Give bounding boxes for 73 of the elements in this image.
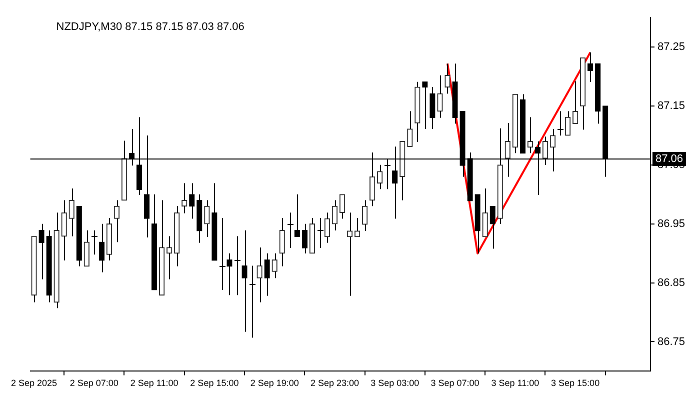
- candlestick: [332, 200, 338, 231]
- x-tick-label: 2 Sep 23:00: [310, 378, 360, 388]
- ref-line-label: 87.06: [655, 153, 684, 166]
- candlestick: [61, 200, 67, 261]
- candlestick: [114, 200, 120, 243]
- candlestick: [76, 206, 82, 267]
- candlestick: [106, 217, 112, 261]
- candlestick: [362, 200, 368, 232]
- candlestick: [474, 194, 480, 254]
- candlestick: [407, 110, 413, 147]
- candlestick: [437, 74, 443, 118]
- candlestick: [98, 223, 105, 273]
- y-tick-label: 87.15: [657, 100, 686, 112]
- y-tick-label: 86.95: [657, 218, 686, 230]
- x-tick-label: 3 Sep 07:00: [430, 378, 480, 388]
- candlestick: [84, 230, 90, 267]
- candlestick: [234, 236, 241, 296]
- candlestick: [482, 188, 488, 238]
- candlestick: [249, 265, 256, 338]
- candlestick: [595, 63, 601, 124]
- candlestick: [512, 94, 518, 154]
- candlestick: [346, 212, 353, 296]
- candlestick: [294, 194, 300, 238]
- x-tick-label: 2 Sep 15:00: [190, 378, 239, 388]
- candlestick: [91, 230, 98, 256]
- y-tick-label: 87.25: [657, 41, 686, 54]
- y-tick-label: 86.85: [657, 276, 686, 289]
- candlestick: [68, 188, 74, 237]
- candlestick: [572, 80, 578, 124]
- candlestick: [182, 182, 188, 214]
- candlestick: [279, 217, 285, 267]
- candlestick: [151, 194, 158, 290]
- x-tick-label: 2 Sep 19:00: [250, 378, 299, 388]
- candlestick: [256, 246, 262, 303]
- candlestick: [557, 110, 564, 136]
- candlestick: [196, 194, 202, 244]
- candlestick: [444, 63, 450, 94]
- candlestick: [166, 236, 172, 280]
- candlestick: [339, 194, 346, 220]
- candlestick: [272, 252, 278, 279]
- candlestick: [309, 217, 316, 254]
- candlestick: [317, 217, 324, 249]
- candlestick: [204, 200, 210, 238]
- candlestick: [354, 217, 360, 238]
- candlestick: [158, 200, 165, 296]
- candlestick: [377, 164, 383, 190]
- candlestick: [430, 86, 436, 130]
- y-tick-label: 86.75: [657, 336, 686, 348]
- candlestick: [264, 252, 270, 296]
- chart-title: NZDJPY,M30 87.15 87.15 87.03 87.06: [56, 21, 244, 34]
- candlestick: [422, 82, 428, 130]
- candlestick: [302, 223, 308, 254]
- candlestick: [54, 212, 60, 309]
- x-tick-label: 2 Sep 2025: [10, 378, 58, 388]
- candlestick: [242, 230, 248, 332]
- candlestick: [520, 94, 526, 154]
- x-tick-label: 2 Sep 11:00: [130, 378, 178, 388]
- candlestick: [414, 81, 420, 142]
- candlestick: [580, 57, 586, 130]
- candlestick: [287, 212, 294, 249]
- candlestick: [46, 230, 52, 303]
- candlestick: [38, 223, 44, 280]
- candlestick: [527, 116, 534, 154]
- candlestick: [189, 182, 195, 220]
- x-tick-label: 3 Sep 11:00: [491, 378, 540, 388]
- candlestick: [490, 206, 496, 250]
- x-tick-label: 2 Sep 07:00: [70, 378, 118, 388]
- candlestick: [31, 236, 37, 303]
- x-tick-label: 3 Sep 03:00: [370, 378, 420, 388]
- x-tick-label: 3 Sep 15:00: [551, 378, 600, 388]
- candlestick: [452, 63, 458, 124]
- candlestick: [212, 182, 218, 261]
- candlestick: [174, 206, 180, 267]
